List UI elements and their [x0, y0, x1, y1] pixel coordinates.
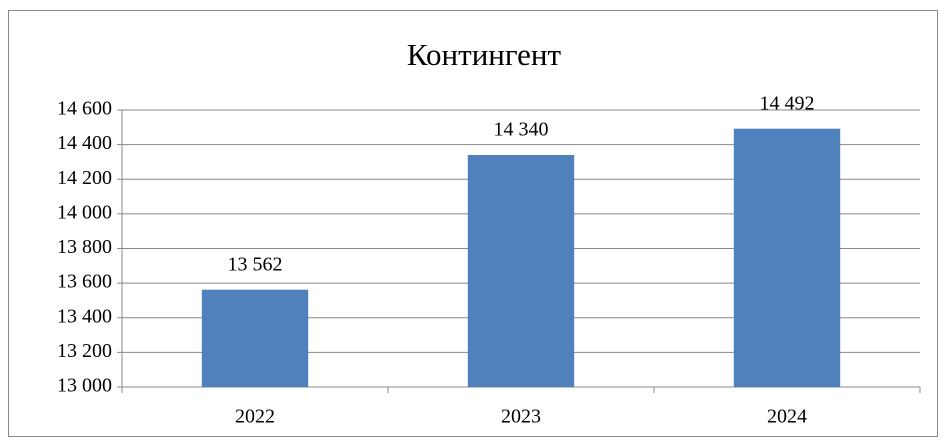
x-tick-label: 2023: [501, 406, 541, 428]
bar: [201, 289, 309, 387]
y-tick-label: 13 400: [57, 305, 112, 327]
y-tick-label: 14 200: [57, 167, 112, 189]
x-tick-label: 2024: [767, 406, 807, 428]
y-tick-label: 13 600: [57, 271, 112, 293]
y-tick-label: 13 000: [57, 375, 112, 397]
y-tick-label: 14 600: [57, 98, 112, 120]
y-tick-label: 14 000: [57, 201, 112, 223]
y-tick-label: 13 800: [57, 236, 112, 258]
y-tick-label: 14 400: [57, 132, 112, 154]
bar: [467, 155, 575, 387]
y-tick-label: 13 200: [57, 340, 112, 362]
data-label: 14 492: [760, 92, 815, 114]
x-tick-label: 2022: [235, 406, 275, 428]
data-label: 14 340: [494, 119, 549, 141]
data-label: 13 562: [228, 253, 283, 275]
bar: [733, 128, 841, 387]
chart-title: Контингент: [407, 37, 562, 72]
